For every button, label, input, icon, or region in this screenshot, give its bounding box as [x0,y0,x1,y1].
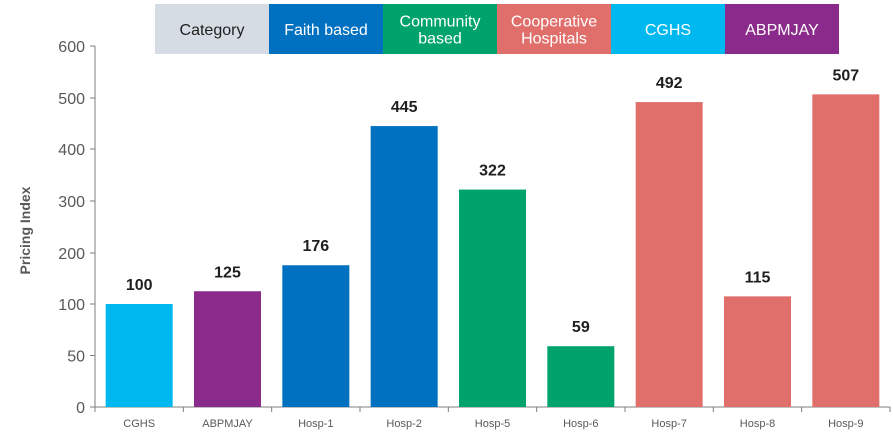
x-tick-label-hosp-8: Hosp-8 [740,418,775,430]
legend-label-cghs: CGHS [645,22,691,39]
y-tick-label-500: 500 [58,91,85,108]
bar-hosp-5 [459,189,526,407]
x-tick-label-cghs: CGHS [123,418,155,430]
data-label-hosp-2: 445 [391,99,418,116]
legend-label-community-based-line-1: Community [400,14,481,31]
bar-hosp-1 [282,265,350,407]
legend-item-abpmjay: ABPMJAY [725,4,839,54]
x-tick-label-hosp-1: Hosp-1 [298,418,333,430]
bar-hosp-9 [812,94,880,408]
data-label-hosp-9: 507 [832,67,859,84]
bar-hosp-6 [547,346,615,407]
data-label-cghs: 100 [126,277,153,294]
y-tick-label-400: 400 [58,142,85,159]
data-label-hosp-1: 176 [302,238,329,255]
axes: 0 50 100 200 300 400 500 600 Pricing Index CGHS AB… [17,39,891,430]
data-label-abpmjay: 125 [214,264,241,281]
legend-label-cooperative-hospitals-line-1: Cooperative [511,14,597,31]
legend-swatch-cooperative-hospitals [497,4,611,54]
legend-label-abpmjay: ABPMJAY [745,22,819,39]
y-tick-label-600: 600 [58,39,85,56]
bar-abpmjay [194,291,261,407]
legend-swatch-abpmjay [725,4,839,54]
data-label-hosp-7: 492 [656,75,683,92]
legend-swatch-cghs [611,4,725,54]
legend-label-faith-based: Faith based [284,22,368,39]
x-tick-label-hosp-7: Hosp-7 [651,418,686,430]
x-tick-label-abpmjay: ABPMJAY [202,418,253,430]
legend-item-category: Category [155,4,269,54]
data-labels: 100 125 176 445 322 59 492 115 507 [126,67,859,336]
legend-swatch-category [155,4,269,54]
x-tick-label-hosp-2: Hosp-2 [386,418,421,430]
legend: Category Faith based CommunitybasedCoopera… [155,4,839,54]
legend-item-faith-based: Faith based [269,4,383,54]
y-tick-label-200: 200 [58,246,85,263]
data-label-hosp-5: 322 [479,163,506,180]
x-tick-label-hosp-9: Hosp-9 [828,418,863,430]
data-label-hosp-8: 115 [745,269,771,286]
bars [105,94,880,408]
data-label-hosp-6: 59 [572,319,590,336]
legend-label-cooperative-hospitals-line-2: Hospitals [521,31,587,48]
legend-swatch-faith-based [269,4,383,54]
legend-swatch-community-based [383,4,497,54]
legend-item-cghs: CGHS [611,4,725,54]
y-tick-label-300: 300 [58,194,85,211]
legend-label-community-based-line-2: based [418,31,462,48]
x-tick-label-hosp-5: Hosp-5 [475,418,510,430]
bar-hosp-8 [724,296,791,407]
y-axis-title: Pricing Index [17,186,33,274]
bar-hosp-7 [635,102,703,407]
y-tick-label-50: 50 [67,349,85,366]
y-tick-label-100: 100 [58,297,85,314]
legend-label-category: Category [180,22,245,39]
bar-hosp-2 [370,126,438,408]
y-tick-label-0: 0 [76,400,85,417]
bar-cghs [105,304,173,407]
x-tick-label-hosp-6: Hosp-6 [563,418,598,430]
